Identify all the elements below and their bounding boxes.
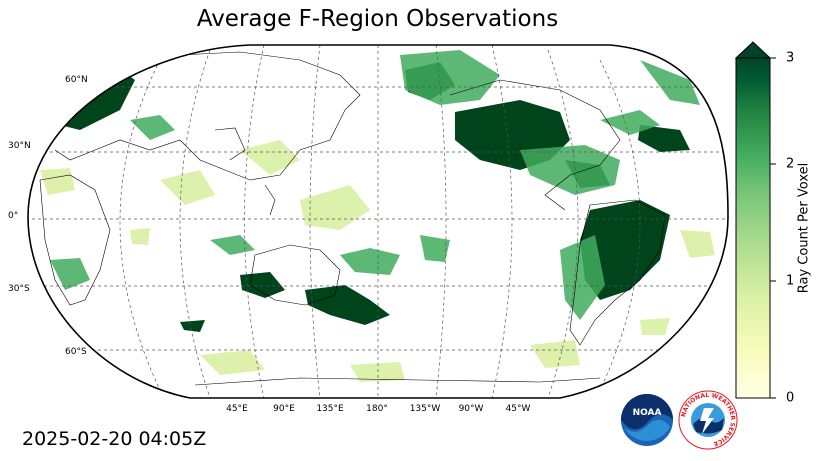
lat-label-30n: 30°N: [8, 141, 31, 151]
lon-label-135w: 135°W: [409, 404, 441, 414]
density-low: [40, 140, 715, 382]
lon-label-180: 180°: [366, 404, 388, 414]
lon-label-45e: 45°E: [226, 404, 248, 414]
colorbar-tick-3: 3: [786, 50, 795, 66]
colorbar-tick-2: 2: [786, 156, 795, 172]
density-mid: [50, 50, 700, 320]
timestamp: 2025-02-20 04:05Z: [22, 428, 207, 450]
lon-label-90e: 90°E: [273, 404, 295, 414]
nws-logo-icon: NATIONAL WEATHER SERVICE: [678, 390, 738, 450]
map-border: [27, 44, 729, 399]
map-title: Average F-Region Observations: [196, 6, 559, 32]
lat-label-30s: 30°S: [8, 284, 30, 294]
noaa-logo-icon: NOAA: [621, 394, 673, 446]
noaa-logo-text: NOAA: [633, 408, 662, 418]
lat-label-60n: 60°N: [65, 75, 88, 85]
lon-label-135e: 135°E: [316, 404, 344, 414]
colorbar-tick-0: 0: [786, 390, 795, 406]
lon-label-45w: 45°W: [505, 404, 531, 414]
colorbar-label: Ray Count Per Voxel: [796, 162, 812, 294]
colorbar: [734, 41, 776, 399]
colorbar-gradient: [735, 57, 771, 399]
gridlines: [28, 45, 728, 398]
lon-label-90w: 90°W: [458, 404, 484, 414]
lat-label-0: 0°: [8, 211, 19, 221]
colorbar-tick-1: 1: [786, 273, 795, 289]
lat-label-60s: 60°S: [65, 347, 87, 357]
